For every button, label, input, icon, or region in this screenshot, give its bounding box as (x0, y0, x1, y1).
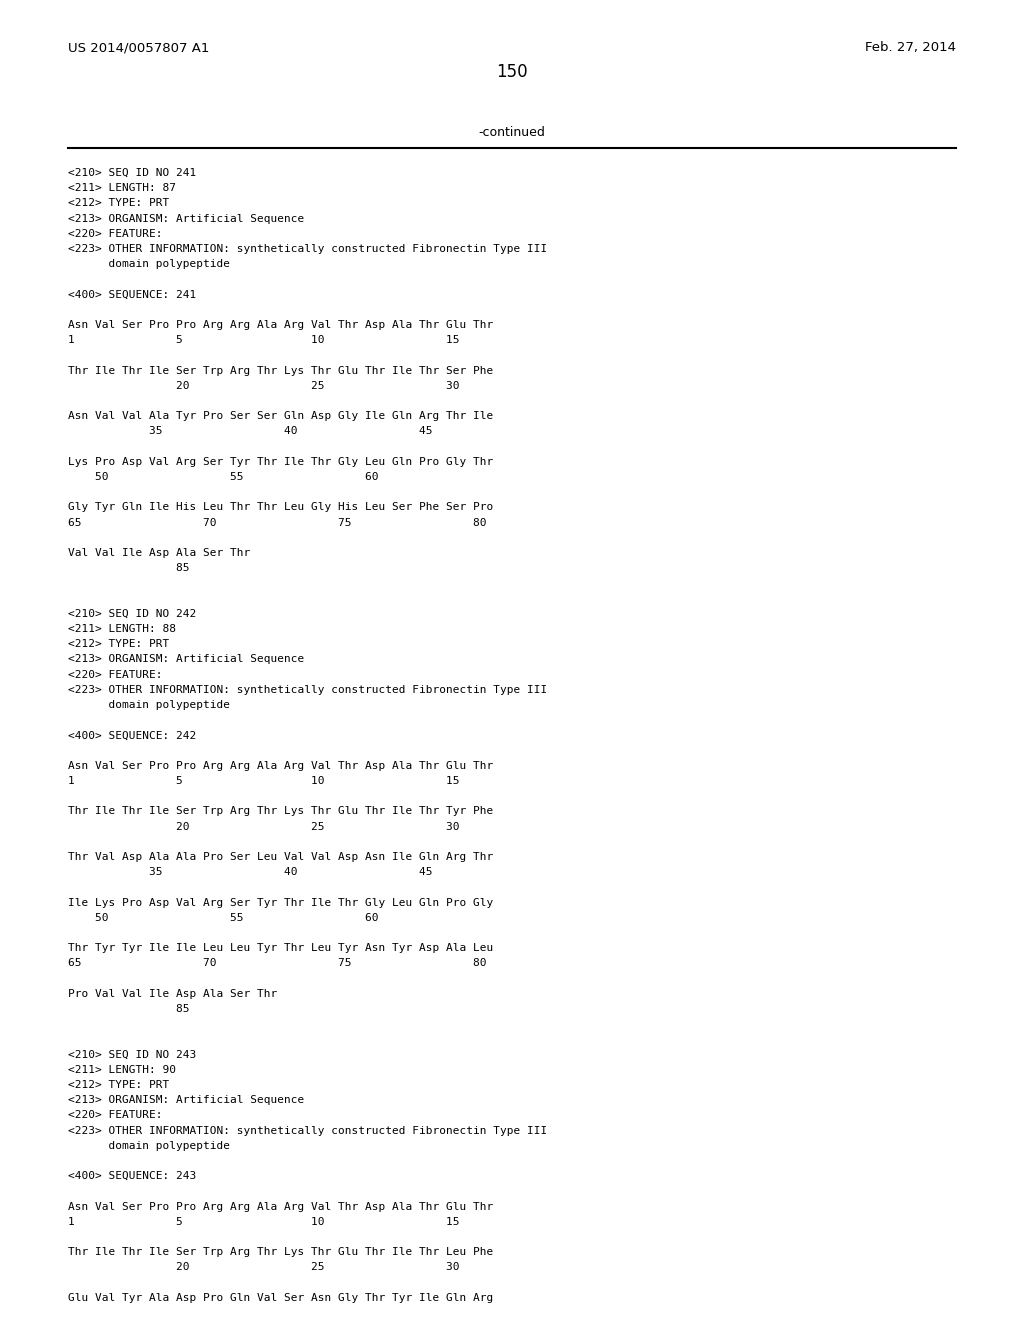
Text: 20                  25                  30: 20 25 30 (68, 380, 460, 391)
Text: Lys Pro Asp Val Arg Ser Tyr Thr Ile Thr Gly Leu Gln Pro Gly Thr: Lys Pro Asp Val Arg Ser Tyr Thr Ile Thr … (68, 457, 494, 467)
Text: Thr Tyr Tyr Ile Ile Leu Leu Tyr Thr Leu Tyr Asn Tyr Asp Ala Leu: Thr Tyr Tyr Ile Ile Leu Leu Tyr Thr Leu … (68, 944, 494, 953)
Text: Thr Ile Thr Ile Ser Trp Arg Thr Lys Thr Glu Thr Ile Thr Leu Phe: Thr Ile Thr Ile Ser Trp Arg Thr Lys Thr … (68, 1247, 494, 1257)
Text: Pro Val Val Ile Asp Ala Ser Thr: Pro Val Val Ile Asp Ala Ser Thr (68, 989, 278, 999)
Text: Asn Val Ser Pro Pro Arg Arg Ala Arg Val Thr Asp Ala Thr Glu Thr: Asn Val Ser Pro Pro Arg Arg Ala Arg Val … (68, 1201, 494, 1212)
Text: 50                  55                  60: 50 55 60 (68, 473, 379, 482)
Text: 65                  70                  75                  80: 65 70 75 80 (68, 958, 486, 969)
Text: 35                  40                  45: 35 40 45 (68, 426, 432, 437)
Text: 20                  25                  30: 20 25 30 (68, 821, 460, 832)
Text: <213> ORGANISM: Artificial Sequence: <213> ORGANISM: Artificial Sequence (68, 1096, 304, 1105)
Text: <220> FEATURE:: <220> FEATURE: (68, 228, 163, 239)
Text: domain polypeptide: domain polypeptide (68, 700, 230, 710)
Text: <223> OTHER INFORMATION: synthetically constructed Fibronectin Type III: <223> OTHER INFORMATION: synthetically c… (68, 685, 547, 694)
Text: <220> FEATURE:: <220> FEATURE: (68, 1110, 163, 1121)
Text: <211> LENGTH: 88: <211> LENGTH: 88 (68, 624, 176, 634)
Text: <212> TYPE: PRT: <212> TYPE: PRT (68, 1080, 169, 1090)
Text: 1               5                   10                  15: 1 5 10 15 (68, 776, 460, 785)
Text: Ile Lys Pro Asp Val Arg Ser Tyr Thr Ile Thr Gly Leu Gln Pro Gly: Ile Lys Pro Asp Val Arg Ser Tyr Thr Ile … (68, 898, 494, 908)
Text: 150: 150 (497, 63, 527, 81)
Text: Asn Val Ser Pro Pro Arg Arg Ala Arg Val Thr Asp Ala Thr Glu Thr: Asn Val Ser Pro Pro Arg Arg Ala Arg Val … (68, 760, 494, 771)
Text: Feb. 27, 2014: Feb. 27, 2014 (865, 41, 956, 54)
Text: Glu Val Tyr Ala Asp Pro Gln Val Ser Asn Gly Thr Tyr Ile Gln Arg: Glu Val Tyr Ala Asp Pro Gln Val Ser Asn … (68, 1292, 494, 1303)
Text: 20                  25                  30: 20 25 30 (68, 1262, 460, 1272)
Text: <213> ORGANISM: Artificial Sequence: <213> ORGANISM: Artificial Sequence (68, 214, 304, 223)
Text: <400> SEQUENCE: 242: <400> SEQUENCE: 242 (68, 730, 197, 741)
Text: <400> SEQUENCE: 243: <400> SEQUENCE: 243 (68, 1171, 197, 1181)
Text: <212> TYPE: PRT: <212> TYPE: PRT (68, 198, 169, 209)
Text: <212> TYPE: PRT: <212> TYPE: PRT (68, 639, 169, 649)
Text: Gly Tyr Gln Ile His Leu Thr Thr Leu Gly His Leu Ser Phe Ser Pro: Gly Tyr Gln Ile His Leu Thr Thr Leu Gly … (68, 503, 494, 512)
Text: <220> FEATURE:: <220> FEATURE: (68, 669, 163, 680)
Text: -continued: -continued (478, 125, 546, 139)
Text: <210> SEQ ID NO 242: <210> SEQ ID NO 242 (68, 609, 197, 619)
Text: 65                  70                  75                  80: 65 70 75 80 (68, 517, 486, 528)
Text: 85: 85 (68, 564, 189, 573)
Text: domain polypeptide: domain polypeptide (68, 1140, 230, 1151)
Text: <210> SEQ ID NO 241: <210> SEQ ID NO 241 (68, 168, 197, 178)
Text: <210> SEQ ID NO 243: <210> SEQ ID NO 243 (68, 1049, 197, 1060)
Text: US 2014/0057807 A1: US 2014/0057807 A1 (68, 41, 209, 54)
Text: Val Val Ile Asp Ala Ser Thr: Val Val Ile Asp Ala Ser Thr (68, 548, 250, 558)
Text: domain polypeptide: domain polypeptide (68, 259, 230, 269)
Text: 85: 85 (68, 1005, 189, 1014)
Text: 50                  55                  60: 50 55 60 (68, 913, 379, 923)
Text: <400> SEQUENCE: 241: <400> SEQUENCE: 241 (68, 289, 197, 300)
Text: Asn Val Val Ala Tyr Pro Ser Ser Gln Asp Gly Ile Gln Arg Thr Ile: Asn Val Val Ala Tyr Pro Ser Ser Gln Asp … (68, 412, 494, 421)
Text: Thr Val Asp Ala Ala Pro Ser Leu Val Val Asp Asn Ile Gln Arg Thr: Thr Val Asp Ala Ala Pro Ser Leu Val Val … (68, 851, 494, 862)
Text: Asn Val Ser Pro Pro Arg Arg Ala Arg Val Thr Asp Ala Thr Glu Thr: Asn Val Ser Pro Pro Arg Arg Ala Arg Val … (68, 319, 494, 330)
Text: 1               5                   10                  15: 1 5 10 15 (68, 1217, 460, 1226)
Text: <211> LENGTH: 87: <211> LENGTH: 87 (68, 183, 176, 193)
Text: <223> OTHER INFORMATION: synthetically constructed Fibronectin Type III: <223> OTHER INFORMATION: synthetically c… (68, 244, 547, 253)
Text: Thr Ile Thr Ile Ser Trp Arg Thr Lys Thr Glu Thr Ile Thr Tyr Phe: Thr Ile Thr Ile Ser Trp Arg Thr Lys Thr … (68, 807, 494, 816)
Text: Thr Ile Thr Ile Ser Trp Arg Thr Lys Thr Glu Thr Ile Thr Ser Phe: Thr Ile Thr Ile Ser Trp Arg Thr Lys Thr … (68, 366, 494, 376)
Text: <223> OTHER INFORMATION: synthetically constructed Fibronectin Type III: <223> OTHER INFORMATION: synthetically c… (68, 1126, 547, 1135)
Text: 35                  40                  45: 35 40 45 (68, 867, 432, 878)
Text: <211> LENGTH: 90: <211> LENGTH: 90 (68, 1065, 176, 1074)
Text: <213> ORGANISM: Artificial Sequence: <213> ORGANISM: Artificial Sequence (68, 655, 304, 664)
Text: 1               5                   10                  15: 1 5 10 15 (68, 335, 460, 346)
